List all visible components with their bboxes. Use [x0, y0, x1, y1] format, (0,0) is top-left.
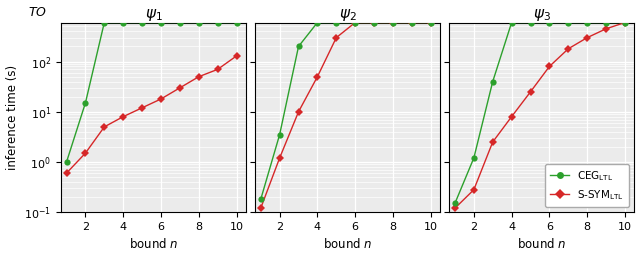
Title: $\psi_3$: $\psi_3$	[533, 6, 551, 23]
Title: $\psi_1$: $\psi_1$	[145, 6, 163, 23]
Y-axis label: inference time (s): inference time (s)	[6, 65, 19, 170]
Title: $\psi_2$: $\psi_2$	[339, 6, 356, 23]
Text: $TO$: $TO$	[28, 6, 47, 19]
X-axis label: bound $n$: bound $n$	[129, 237, 178, 251]
X-axis label: bound $n$: bound $n$	[323, 237, 372, 251]
Legend: CEG$_{\mathrm{LTL}}$, S-SYM$_{\mathrm{LTL}}$: CEG$_{\mathrm{LTL}}$, S-SYM$_{\mathrm{LT…	[545, 164, 629, 207]
X-axis label: bound $n$: bound $n$	[517, 237, 566, 251]
